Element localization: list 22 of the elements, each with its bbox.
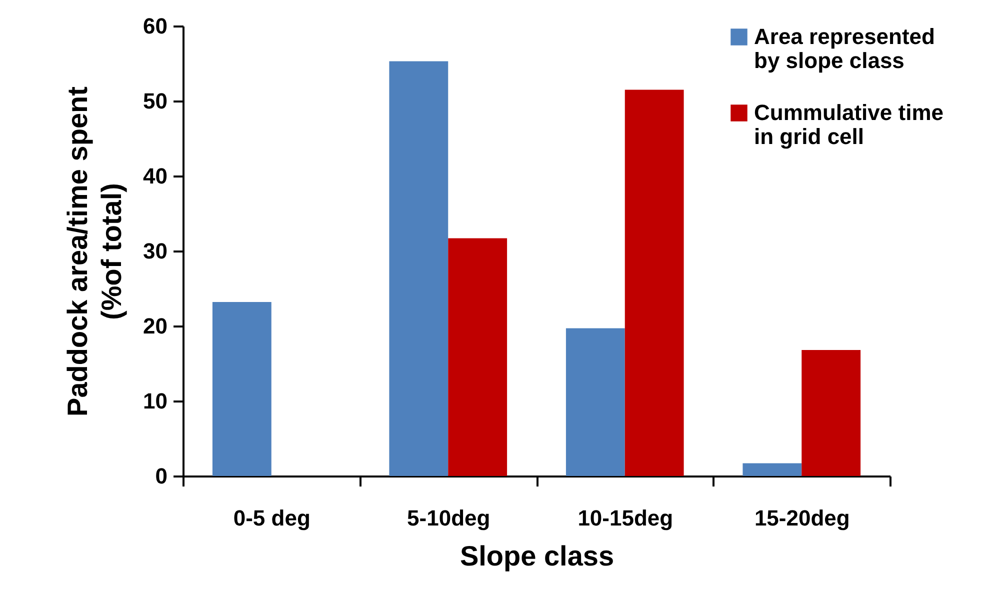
bar bbox=[624, 90, 684, 476]
bar bbox=[448, 238, 508, 476]
bar bbox=[566, 328, 625, 476]
y-tick-label: 40 bbox=[143, 164, 168, 188]
y-tick-label: 50 bbox=[143, 88, 168, 114]
y-tick-label: 10 bbox=[143, 388, 168, 414]
y-tick-label: 60 bbox=[143, 14, 168, 38]
x-tick-label: 5-10deg bbox=[407, 506, 490, 530]
x-tick-label: 10-15deg bbox=[578, 506, 674, 530]
bar bbox=[742, 463, 802, 476]
bar bbox=[212, 302, 272, 476]
bar bbox=[389, 61, 448, 476]
y-tick-label: 30 bbox=[143, 238, 168, 264]
y-tick-label: 20 bbox=[143, 314, 168, 338]
x-tick-label: 0-5 deg bbox=[233, 506, 310, 530]
y-axis-title: Paddock area/time spent (%of total) bbox=[62, 86, 128, 416]
legend-label: Area represented by slope class bbox=[754, 24, 935, 73]
legend-label: Cummulative time in grid cell bbox=[754, 100, 944, 149]
x-tick-label: 15-20deg bbox=[754, 506, 850, 530]
x-axis-title: Slope class bbox=[460, 540, 614, 572]
bar bbox=[802, 350, 861, 476]
y-tick-label: 0 bbox=[155, 464, 168, 488]
